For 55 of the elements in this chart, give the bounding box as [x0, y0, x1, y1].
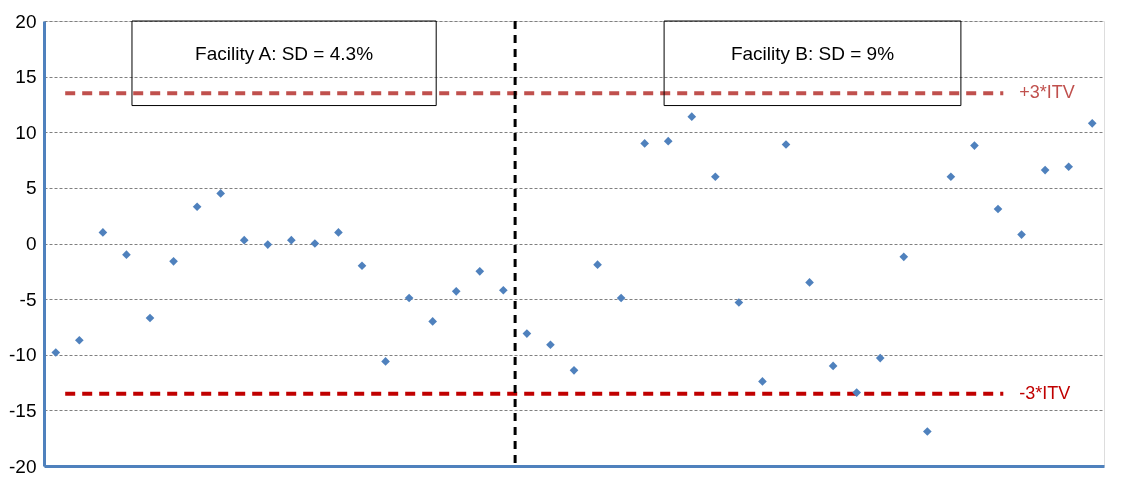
ref-line-label: +3*ITV [1019, 82, 1075, 103]
point [334, 228, 343, 237]
point [993, 204, 1003, 214]
point [569, 366, 579, 375]
point [75, 335, 84, 345]
point [522, 329, 532, 338]
point [122, 250, 131, 259]
point [923, 427, 932, 436]
point [499, 285, 508, 295]
point [357, 261, 367, 271]
point [451, 287, 461, 296]
ref-line-label: -3*ITV [1019, 382, 1071, 403]
y-tick-label: -20 [9, 455, 37, 477]
y-tick-label: 10 [15, 121, 37, 143]
point [899, 252, 909, 262]
point [1017, 230, 1026, 239]
y-tick-label: -5 [19, 288, 37, 310]
y-tick-label: 15 [15, 66, 37, 88]
point [805, 278, 814, 287]
point [1064, 162, 1073, 172]
y-tick-label: 20 [15, 10, 37, 32]
y-tick-label: -10 [9, 344, 37, 366]
point [711, 172, 720, 182]
point [616, 293, 626, 303]
point [145, 313, 155, 323]
point [758, 377, 767, 386]
point [51, 348, 61, 357]
point [663, 136, 673, 146]
annotation: Facility B: SD = 9% [730, 43, 895, 65]
point [640, 139, 649, 148]
point [381, 357, 390, 366]
y-tick-label: 0 [25, 233, 37, 254]
point [216, 189, 225, 198]
point [970, 141, 979, 150]
point [98, 228, 108, 237]
point [828, 361, 838, 371]
point [875, 353, 885, 363]
y-tick-label: 5 [25, 177, 37, 199]
y-tick-label: -15 [9, 399, 37, 421]
point [546, 340, 555, 350]
point [169, 256, 178, 266]
point [593, 260, 602, 269]
point [287, 235, 296, 245]
point [192, 202, 202, 212]
point [475, 266, 485, 276]
point [687, 112, 697, 122]
point [428, 317, 437, 326]
point [946, 172, 956, 182]
point [404, 293, 414, 303]
point [1087, 119, 1097, 128]
annotation: Facility A: SD = 4.3% [195, 43, 374, 65]
point [239, 235, 249, 245]
point [263, 240, 273, 249]
point [852, 388, 861, 397]
point [1040, 165, 1050, 175]
